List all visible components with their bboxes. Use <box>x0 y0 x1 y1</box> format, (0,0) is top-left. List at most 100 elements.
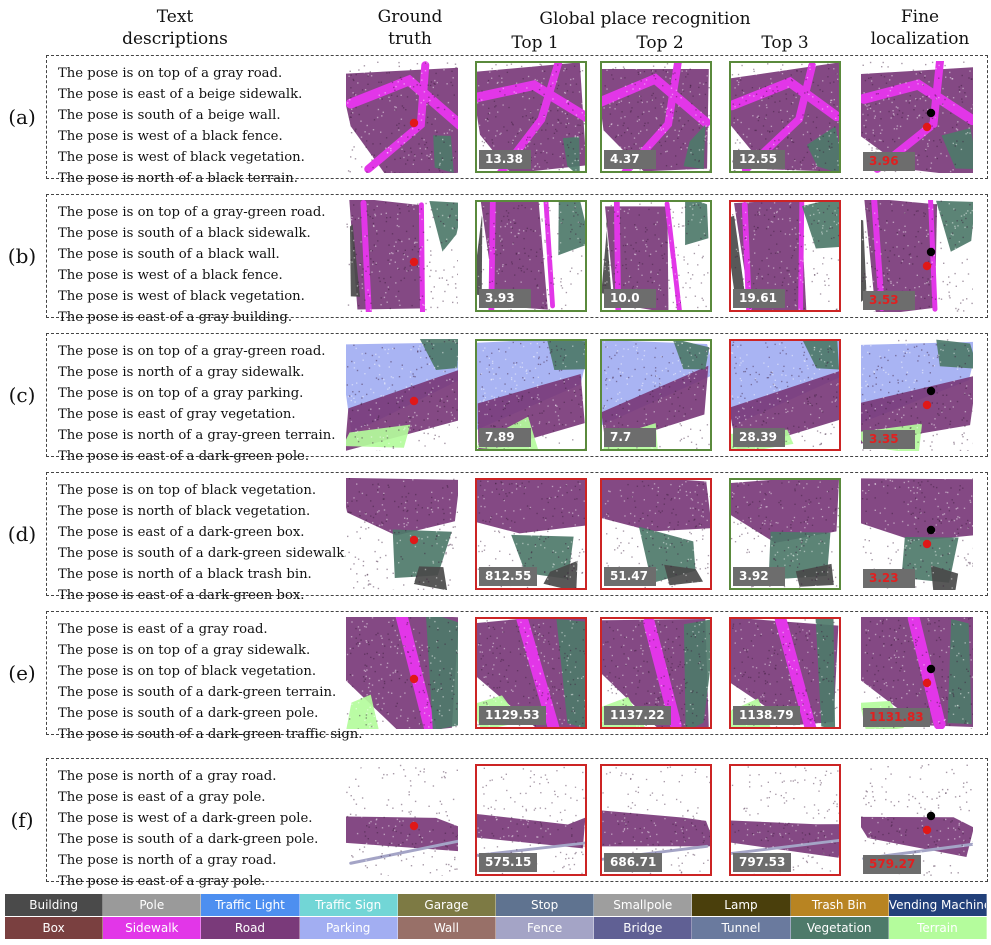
legend-item: Box <box>5 917 104 939</box>
predicted-pose-marker <box>926 386 936 396</box>
point-cloud-render <box>346 478 458 590</box>
top1-retrieval-map: 575.15 <box>475 764 587 876</box>
legend-item: Traffic Light <box>201 894 300 916</box>
description-line: The pose is east of a beige sidewalk. <box>58 87 303 102</box>
description-line: The pose is east of a dark-green box. <box>58 525 305 540</box>
text-descriptions: The pose is east of a gray road. The pose… <box>58 619 362 745</box>
legend-item: Vending Machine <box>888 894 987 916</box>
ground-truth-pose-marker <box>922 539 932 549</box>
localization-error-badge: 579.27 <box>863 855 922 874</box>
header-fine-line1: Fine <box>900 7 940 27</box>
description-line: The pose is west of black vegetation. <box>58 289 305 304</box>
description-line: The pose is south of a dark-green terrai… <box>58 685 337 700</box>
localization-error-badge: 1131.83 <box>863 708 930 727</box>
description-line: The pose is north of a gray road. <box>58 853 277 868</box>
description-line: The pose is on top of black vegetation. <box>58 664 317 679</box>
top3-retrieval-map: 797.53 <box>729 764 841 876</box>
legend-item: Building <box>5 894 104 916</box>
predicted-pose-marker <box>926 811 936 821</box>
top1-retrieval-map: 812.55 <box>475 478 587 590</box>
retrieval-distance-badge: 7.7 <box>604 428 656 447</box>
header-gt-line2: truth <box>388 29 432 49</box>
legend-item: Tunnel <box>692 917 791 939</box>
text-descriptions: The pose is on top of a gray road. The po… <box>58 63 305 189</box>
row-label: (b) <box>7 244 37 268</box>
top1-retrieval-map: 1129.53 <box>475 617 587 729</box>
top3-retrieval-map: 3.92 <box>729 478 841 590</box>
header-text-line2: descriptions <box>122 29 228 49</box>
description-line: The pose is on top of a gray-green road. <box>58 344 326 359</box>
description-line: The pose is on top of a gray parking. <box>58 386 304 401</box>
point-cloud-render <box>861 339 973 451</box>
ground-truth-pose-marker <box>409 257 419 267</box>
ground-truth-map <box>346 200 458 312</box>
retrieval-distance-badge: 19.61 <box>733 289 785 308</box>
legend-item: Lamp <box>692 894 791 916</box>
point-cloud-render <box>602 63 710 171</box>
ground-truth-pose-marker <box>409 396 419 406</box>
description-line: The pose is south of a dark-green pole. <box>58 706 319 721</box>
retrieval-distance-badge: 797.53 <box>733 853 792 872</box>
top1-retrieval-map: 7.89 <box>475 339 587 451</box>
ground-truth-pose-marker <box>409 821 419 831</box>
retrieval-distance-badge: 4.37 <box>604 150 656 169</box>
description-line: The pose is north of a gray sidewalk. <box>58 365 305 380</box>
description-line: The pose is south of a black sidewalk. <box>58 226 311 241</box>
example-row-1 <box>46 55 988 179</box>
description-line: The pose is east of a dark-green pole. <box>58 449 310 464</box>
description-line: The pose is south of a dark-green sidewa… <box>58 546 349 561</box>
ground-truth-map <box>346 339 458 451</box>
ground-truth-pose-marker <box>922 261 932 271</box>
description-line: The pose is east of a dark-green box. <box>58 588 305 603</box>
predicted-pose-marker <box>926 108 936 118</box>
legend-item: Trash Bin <box>790 894 889 916</box>
description-line: The pose is south of a black wall. <box>58 247 280 262</box>
legend-item: Garage <box>397 894 496 916</box>
predicted-pose-marker <box>926 525 936 535</box>
top3-retrieval-map: 28.39 <box>729 339 841 451</box>
description-line: The pose is south of a beige wall. <box>58 108 281 123</box>
ground-truth-map <box>346 764 458 876</box>
description-line: The pose is on top of a gray road. <box>58 66 283 81</box>
description-line: The pose is north of a gray-green terrai… <box>58 428 336 443</box>
retrieval-distance-badge: 575.15 <box>479 853 538 872</box>
retrieval-distance-badge: 3.92 <box>733 567 785 586</box>
description-line: The pose is on top of a gray-green road. <box>58 205 326 220</box>
retrieval-distance-badge: 12.55 <box>733 150 785 169</box>
example-row-2 <box>46 194 988 318</box>
class-color-legend: Building Pole Traffic Light Traffic Sign Gar… <box>5 894 987 940</box>
retrieval-distance-badge: 28.39 <box>733 428 785 447</box>
point-cloud-render <box>346 200 458 312</box>
header-fine-line2: localization <box>870 29 970 49</box>
description-line: The pose is west of a dark-green pole. <box>58 811 313 826</box>
point-cloud-render <box>477 63 585 171</box>
example-row-5 <box>46 611 988 735</box>
description-line: The pose is on top of black vegetation. <box>58 483 317 498</box>
top1-retrieval-map: 13.38 <box>475 61 587 173</box>
retrieval-distance-badge: 7.89 <box>479 428 531 447</box>
top2-retrieval-map: 686.71 <box>600 764 712 876</box>
legend-item: Terrain <box>888 917 987 939</box>
retrieval-distance-badge: 686.71 <box>604 853 663 872</box>
description-line: The pose is south of a dark-green traffi… <box>58 727 363 742</box>
description-line: The pose is east of a gray pole. <box>58 790 266 805</box>
header-fine-localization: Fine localization <box>855 6 985 50</box>
header-text-descriptions: Text descriptions <box>100 6 250 50</box>
example-row-4 <box>46 472 988 596</box>
header-global-place-recognition: Global place recognition <box>539 9 751 29</box>
header-gt-line1: Ground <box>377 7 443 27</box>
fine-localization-map: 3.23 <box>861 478 973 590</box>
point-cloud-render <box>346 339 458 451</box>
header-text-line1: Text <box>156 7 194 27</box>
header-top2: Top 2 <box>636 33 684 53</box>
fine-localization-map: 3.96 <box>861 61 973 173</box>
point-cloud-render <box>346 764 458 876</box>
top3-retrieval-map: 19.61 <box>729 200 841 312</box>
text-descriptions: The pose is on top of a gray-green road.… <box>58 341 335 467</box>
row-label: (e) <box>8 661 36 685</box>
retrieval-distance-badge: 1138.79 <box>733 706 800 725</box>
top1-retrieval-map: 3.93 <box>475 200 587 312</box>
fine-localization-map: 1131.83 <box>861 617 973 729</box>
legend-item: Vegetation <box>790 917 889 939</box>
top2-retrieval-map: 1137.22 <box>600 617 712 729</box>
